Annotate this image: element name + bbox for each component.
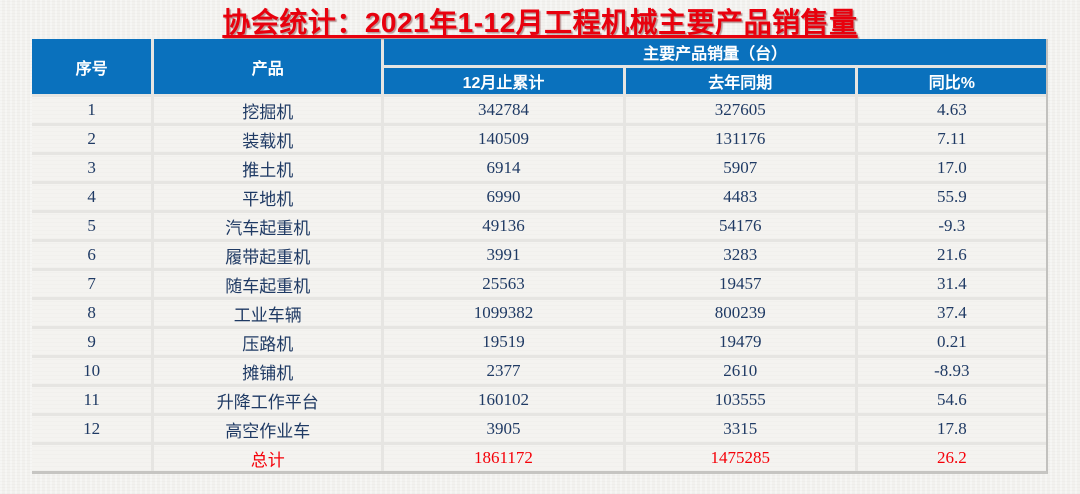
yoy-cell: 54.6	[857, 387, 1046, 413]
cumulative-cell: 1099382	[384, 300, 623, 326]
row-no-cell: 9	[32, 329, 152, 355]
row-no-cell: 5	[32, 213, 152, 239]
page-title: 协会统计：2021年1-12月工程机械主要产品销售量	[222, 7, 858, 38]
product-cell: 随车起重机	[154, 271, 382, 297]
product-cell: 推土机	[154, 155, 382, 181]
yoy-cell: 55.9	[857, 184, 1046, 210]
column-header-no: 序号	[32, 39, 152, 94]
yoy-cell: 31.4	[857, 271, 1046, 297]
column-header-sales-group: 主要产品销量（台）	[384, 39, 1046, 65]
row-no-cell: 4	[32, 184, 152, 210]
cumulative-cell: 2377	[384, 358, 623, 384]
yoy-cell: 7.11	[857, 126, 1046, 152]
last-year-cell: 4483	[625, 184, 855, 210]
row-no-cell: 3	[32, 155, 152, 181]
last-year-cell: 2610	[625, 358, 855, 384]
product-cell: 挖掘机	[154, 97, 382, 123]
column-header-product: 产品	[154, 39, 382, 94]
column-header-last-year: 去年同期	[625, 68, 855, 94]
sales-table-grid: 序号 产品 主要产品销量（台） 12月止累计 去年同期 同比% 1 挖掘机 34…	[32, 39, 1046, 471]
last-year-cell: 5907	[625, 155, 855, 181]
yoy-cell: 17.0	[857, 155, 1046, 181]
total-label-cell: 总计	[154, 445, 382, 471]
yoy-cell: 0.21	[857, 329, 1046, 355]
total-cumulative-cell: 1861172	[384, 445, 623, 471]
yoy-cell: 4.63	[857, 97, 1046, 123]
column-header-yoy: 同比%	[857, 68, 1046, 94]
last-year-cell: 19479	[625, 329, 855, 355]
cumulative-cell: 25563	[384, 271, 623, 297]
product-cell: 汽车起重机	[154, 213, 382, 239]
last-year-cell: 3283	[625, 242, 855, 268]
column-header-cumulative: 12月止累计	[384, 68, 623, 94]
row-no-cell: 1	[32, 97, 152, 123]
cumulative-cell: 19519	[384, 329, 623, 355]
yoy-cell: 17.8	[857, 416, 1046, 442]
row-no-cell: 7	[32, 271, 152, 297]
product-cell: 平地机	[154, 184, 382, 210]
total-no-cell	[32, 445, 152, 471]
row-no-cell: 2	[32, 126, 152, 152]
total-last-year-cell: 1475285	[625, 445, 855, 471]
cumulative-cell: 342784	[384, 97, 623, 123]
last-year-cell: 131176	[625, 126, 855, 152]
last-year-cell: 327605	[625, 97, 855, 123]
product-cell: 摊铺机	[154, 358, 382, 384]
total-yoy-cell: 26.2	[857, 445, 1046, 471]
product-cell: 升降工作平台	[154, 387, 382, 413]
product-cell: 装载机	[154, 126, 382, 152]
row-no-cell: 12	[32, 416, 152, 442]
sales-table: 序号 产品 主要产品销量（台） 12月止累计 去年同期 同比% 1 挖掘机 34…	[32, 39, 1048, 474]
product-cell: 压路机	[154, 329, 382, 355]
last-year-cell: 800239	[625, 300, 855, 326]
product-cell: 履带起重机	[154, 242, 382, 268]
cumulative-cell: 3905	[384, 416, 623, 442]
product-cell: 工业车辆	[154, 300, 382, 326]
cumulative-cell: 3991	[384, 242, 623, 268]
cumulative-cell: 6990	[384, 184, 623, 210]
last-year-cell: 19457	[625, 271, 855, 297]
yoy-cell: -8.93	[857, 358, 1046, 384]
yoy-cell: -9.3	[857, 213, 1046, 239]
row-no-cell: 8	[32, 300, 152, 326]
cumulative-cell: 49136	[384, 213, 623, 239]
cumulative-cell: 160102	[384, 387, 623, 413]
last-year-cell: 3315	[625, 416, 855, 442]
last-year-cell: 54176	[625, 213, 855, 239]
cumulative-cell: 6914	[384, 155, 623, 181]
product-cell: 高空作业车	[154, 416, 382, 442]
last-year-cell: 103555	[625, 387, 855, 413]
yoy-cell: 37.4	[857, 300, 1046, 326]
row-no-cell: 10	[32, 358, 152, 384]
row-no-cell: 6	[32, 242, 152, 268]
yoy-cell: 21.6	[857, 242, 1046, 268]
cumulative-cell: 140509	[384, 126, 623, 152]
row-no-cell: 11	[32, 387, 152, 413]
